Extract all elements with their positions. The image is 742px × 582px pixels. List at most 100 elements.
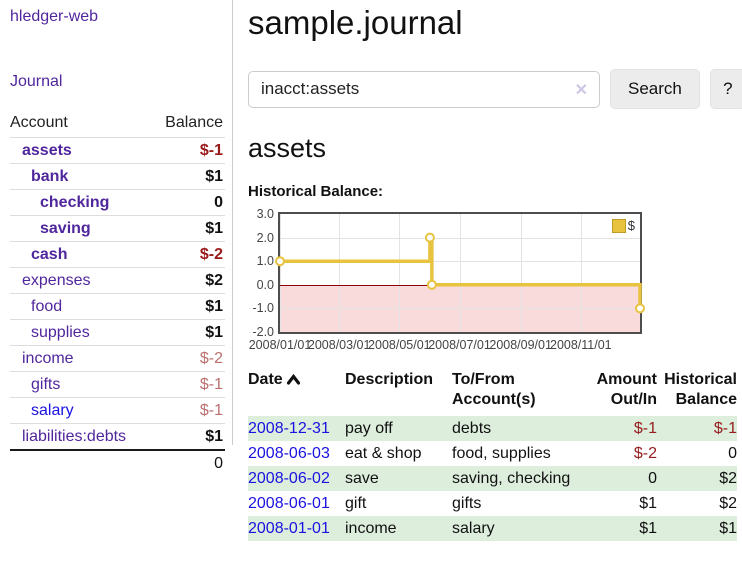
help-button[interactable]: ? <box>709 69 742 109</box>
accounts-col-account: Account <box>10 114 68 131</box>
transaction-balance: 0 <box>728 445 737 462</box>
account-row: liabilities:debts $1 <box>10 423 225 450</box>
chart-title: Historical Balance: <box>248 183 384 200</box>
x-axis-tick: 2008/03/01 <box>307 338 371 352</box>
transaction-date-link[interactable]: 2008-01-01 <box>248 520 330 537</box>
account-balance: $1 <box>151 319 225 346</box>
y-axis-tick: 1.0 <box>256 254 274 269</box>
sidebar-account-link[interactable]: assets <box>22 142 72 159</box>
account-row: assets $-1 <box>10 137 225 164</box>
col-date[interactable]: Date <box>248 370 345 416</box>
account-row: income $-2 <box>10 345 225 372</box>
transaction-date-link[interactable]: 2008-06-01 <box>248 495 330 512</box>
search-button[interactable]: Search <box>610 69 700 109</box>
sidebar-account-link[interactable]: saving <box>40 220 91 237</box>
accounts-table: Account Balance assets $-1 bank $1 checking 0… <box>10 111 225 476</box>
transactions-header-row: Date Description To/From Account(s) Amou… <box>248 370 737 416</box>
page-title: sample.journal <box>248 4 463 41</box>
x-axis-tick: 2008/09/01 <box>489 338 552 352</box>
account-row: salary $-1 <box>10 397 225 424</box>
account-balance: $-1 <box>151 397 225 424</box>
account-row: food $1 <box>10 293 225 320</box>
transaction-description: income <box>345 520 397 537</box>
clear-search-icon[interactable]: ✕ <box>574 81 588 99</box>
account-row: supplies $1 <box>10 319 225 346</box>
transaction-accounts: food, supplies <box>452 445 551 462</box>
sidebar: hledger-web Journal Account Balance asse… <box>0 0 233 541</box>
x-axis-tick: 2008/05/01 <box>368 338 431 352</box>
x-axis-tick: 2008/11/01 <box>549 338 612 352</box>
accounts-col-balance: Balance <box>165 114 223 131</box>
transaction-date-link[interactable]: 2008-06-03 <box>248 445 330 462</box>
account-title: assets <box>248 133 327 163</box>
sidebar-account-link[interactable]: supplies <box>31 324 90 341</box>
account-balance: $1 <box>151 215 225 242</box>
accounts-total-row: 0 <box>10 449 225 476</box>
account-row: checking 0 <box>10 189 225 216</box>
transaction-row: 2008-06-01 gift gifts $1 $2 <box>248 491 737 516</box>
transaction-date-link[interactable]: 2008-12-31 <box>248 420 330 437</box>
account-balance: $-2 <box>151 345 225 372</box>
account-balance: $1 <box>151 423 225 450</box>
transaction-amount: $1 <box>639 495 657 512</box>
sidebar-account-link[interactable]: food <box>31 298 63 315</box>
sidebar-account-link[interactable]: bank <box>31 168 69 185</box>
account-balance: $-1 <box>151 137 225 164</box>
x-axis-tick: 2008/01/01 <box>248 338 312 352</box>
sidebar-account-link[interactable]: cash <box>31 246 68 263</box>
data-point <box>424 232 435 243</box>
transaction-row: 2008-12-31 pay off debts $-1 $-1 <box>248 416 737 441</box>
y-axis-tick: 2.0 <box>256 230 274 245</box>
sidebar-account-link[interactable]: expenses <box>22 272 91 289</box>
search-form: ✕ Search ? <box>248 69 742 109</box>
brand-link[interactable]: hledger-web <box>10 8 99 25</box>
transaction-row: 2008-06-03 eat & shop food, supplies $-2 0 <box>248 441 737 466</box>
main-content: sample.journal ✕ Search ? assets Histori… <box>233 0 742 541</box>
accounts-total-value: 0 <box>151 449 225 476</box>
sidebar-account-link[interactable]: liabilities:debts <box>22 428 127 445</box>
account-row: gifts $-1 <box>10 371 225 398</box>
transaction-description: pay off <box>345 420 393 437</box>
y-axis-tick: 3.0 <box>256 207 274 221</box>
transactions-table: Date Description To/From Account(s) Amou… <box>248 370 737 541</box>
accounts-table-body: assets $-1 bank $1 checking 0 saving $1 cash $-2 e… <box>10 137 225 450</box>
transaction-description: eat & shop <box>345 445 422 462</box>
account-balance: 0 <box>151 189 225 216</box>
transaction-description: save <box>345 470 379 487</box>
transaction-amount: 0 <box>648 470 657 487</box>
transaction-date-link[interactable]: 2008-06-02 <box>248 470 330 487</box>
y-axis-tick: -2.0 <box>252 325 274 339</box>
y-axis-tick: -1.0 <box>252 301 274 316</box>
sidebar-account-link[interactable]: income <box>22 350 74 367</box>
sort-ascending-icon <box>286 373 300 385</box>
transaction-balance: $1 <box>719 520 737 537</box>
chart-plot: $ <box>275 212 645 334</box>
data-point <box>275 256 285 267</box>
account-balance: $1 <box>151 293 225 320</box>
account-row: expenses $2 <box>10 267 225 294</box>
sidebar-account-link[interactable]: checking <box>40 194 110 211</box>
transaction-balance: $-1 <box>713 420 737 437</box>
transaction-balance: $2 <box>719 495 737 512</box>
transaction-balance: $2 <box>719 470 737 487</box>
sidebar-account-link[interactable]: salary <box>31 402 74 419</box>
transactions-table-body: 2008-12-31 pay off debts $-1 $-1 2008-06-03 ea… <box>248 416 737 541</box>
transaction-amount: $1 <box>639 520 657 537</box>
search-input[interactable] <box>248 70 600 108</box>
legend-swatch-icon <box>611 218 626 233</box>
transaction-accounts: salary <box>452 520 495 537</box>
transaction-amount: $-1 <box>633 420 657 437</box>
sidebar-account-link[interactable]: gifts <box>31 376 61 393</box>
account-balance: $1 <box>151 163 225 190</box>
transaction-amount: $-2 <box>633 445 657 462</box>
sidebar-item-journal[interactable]: Journal <box>10 73 63 90</box>
data-point <box>426 279 437 290</box>
col-balance: Historical Balance <box>664 371 737 408</box>
account-balance: $-1 <box>151 371 225 398</box>
page: hledger-web Journal Account Balance asse… <box>0 0 742 541</box>
transaction-row: 2008-01-01 income salary $1 $1 <box>248 516 737 541</box>
account-balance: $-2 <box>151 241 225 268</box>
account-row: bank $1 <box>10 163 225 190</box>
balance-series <box>275 232 645 314</box>
chart-legend: $ <box>611 218 635 233</box>
